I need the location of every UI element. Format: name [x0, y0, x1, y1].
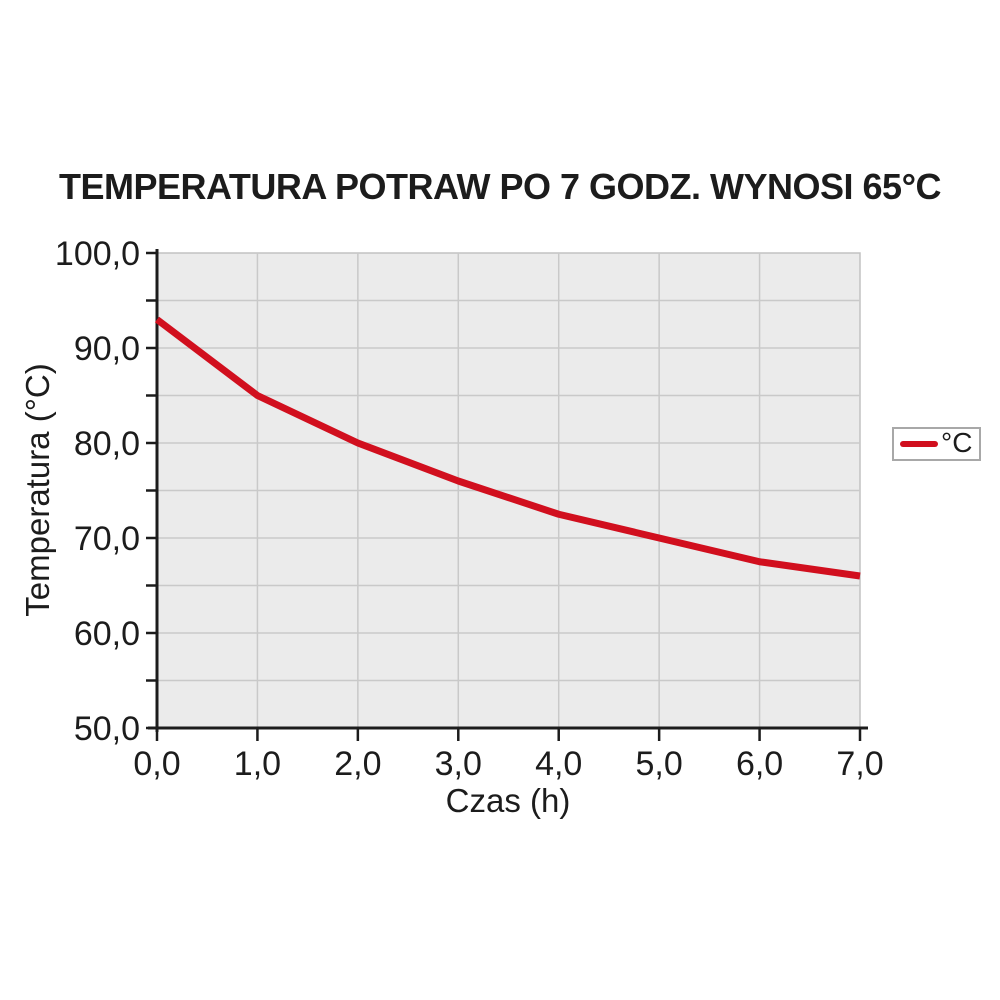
x-tick-label: 3,0: [435, 745, 482, 783]
x-tick-label: 2,0: [334, 745, 381, 783]
y-tick-label: 80,0: [74, 425, 140, 463]
x-tick-label: 1,0: [234, 745, 281, 783]
x-tick-label: 5,0: [636, 745, 683, 783]
legend-line-swatch: [900, 441, 938, 447]
y-tick-label: 100,0: [55, 235, 140, 273]
x-tick-label: 4,0: [535, 745, 582, 783]
x-tick-label: 6,0: [736, 745, 783, 783]
x-tick-label: 7,0: [836, 745, 883, 783]
legend-label: °C: [941, 426, 973, 458]
y-tick-label: 50,0: [74, 710, 140, 748]
x-axis-title: Czas (h): [445, 782, 571, 819]
y-tick-label: 90,0: [74, 330, 140, 368]
temperature-line: [154, 316, 861, 580]
y-axis-title: Temperatura (°C): [19, 363, 56, 617]
legend: °C: [892, 427, 981, 461]
y-tick-label: 70,0: [74, 520, 140, 558]
chart-title: TEMPERATURA POTRAW PO 7 GODZ. WYNOSI 65°…: [59, 166, 941, 207]
y-tick-label: 60,0: [74, 615, 140, 653]
x-tick-label: 0,0: [133, 745, 180, 783]
